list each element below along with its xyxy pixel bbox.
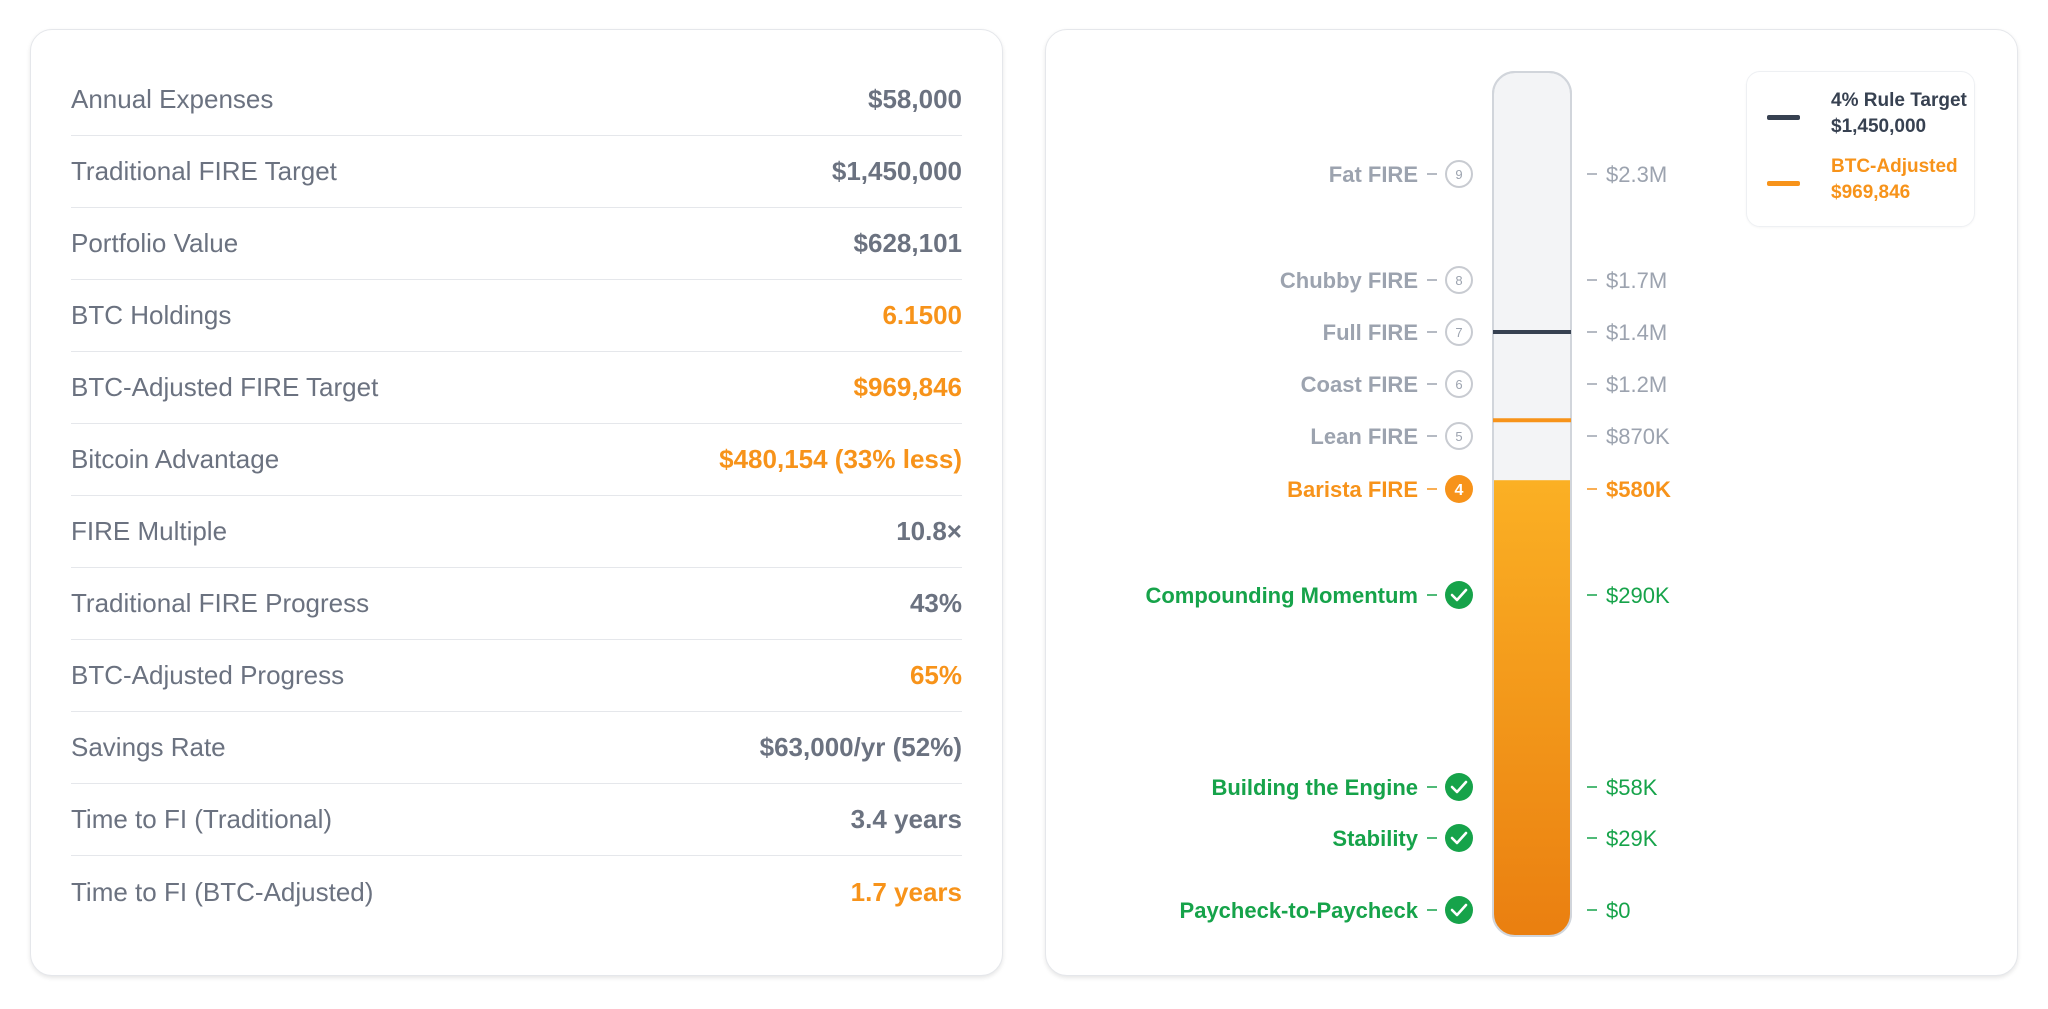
stats-row-value: 3.4 years: [850, 804, 962, 834]
stats-row-label: Traditional FIRE Target: [71, 156, 337, 186]
level-name-fat-fire: Fat FIRE: [1329, 162, 1418, 187]
legend-btc-swatch: [1767, 181, 1800, 186]
tube-outline: [1492, 71, 1572, 937]
level-name-paycheck-to-paycheck: Paycheck-to-Paycheck: [1180, 898, 1419, 923]
stats-row: BTC Holdings 6.1500: [71, 280, 962, 352]
stats-row: BTC-Adjusted FIRE Target $969,846: [71, 352, 962, 424]
chart-legend: 4% Rule Target $1,450,000 BTC-Adjusted $…: [1746, 71, 1975, 227]
stats-row-value: 43%: [909, 588, 962, 618]
future-step-badge: [1445, 160, 1473, 188]
stats-row-label: BTC Holdings: [71, 300, 232, 330]
stats-row-value: $628,101: [853, 228, 962, 258]
level-name-building-the-engine: Building the Engine: [1211, 775, 1418, 800]
fire-ladder-card: Fat FIRE 9 $2.3M Chubby FIRE 8 $1.7M Full FIRE…: [1045, 29, 2018, 976]
check-mark: [1450, 780, 1468, 794]
stats-row: Bitcoin Advantage $480,154 (33% less): [71, 424, 962, 496]
stats-row: Portfolio Value $628,101: [71, 208, 962, 280]
stats-row-label: Portfolio Value: [71, 228, 239, 258]
legend-traditional-title: 4% Rule Target: [1831, 90, 1967, 111]
check-icon: [1445, 896, 1473, 924]
stats-row: Traditional FIRE Progress 43%: [71, 568, 962, 640]
level-name-coast-fire: Coast FIRE: [1301, 372, 1418, 397]
stats-row-value: 65%: [909, 660, 962, 690]
check-mark: [1450, 588, 1468, 602]
level-amount-building-the-engine: $58K: [1606, 775, 1658, 800]
check-mark: [1450, 903, 1468, 917]
stats-row-label: Traditional FIRE Progress: [71, 588, 370, 618]
level-amount-compounding-momentum: $290K: [1606, 583, 1670, 608]
stats-row-label: Time to FI (Traditional): [71, 804, 333, 834]
future-step-badge: [1445, 370, 1473, 398]
step-number: 5: [1455, 429, 1462, 444]
stats-row-value: $1,450,000: [831, 156, 962, 186]
legend-btc-value: $969,846: [1831, 182, 1911, 203]
level-amount-barista-fire: $580K: [1606, 477, 1671, 502]
step-number: 6: [1455, 377, 1462, 392]
legend-traditional-swatch: [1767, 115, 1800, 120]
step-number: 8: [1455, 273, 1462, 288]
level-name-stability: Stability: [1332, 826, 1418, 851]
legend-traditional-value: $1,450,000: [1831, 116, 1927, 137]
step-number: 4: [1455, 482, 1464, 499]
check-icon: [1445, 824, 1473, 852]
stats-row: Savings Rate $63,000/yr (52%): [71, 712, 962, 784]
stats-row: BTC-Adjusted Progress 65%: [71, 640, 962, 712]
stats-row-label: Time to FI (BTC-Adjusted): [71, 876, 374, 907]
future-step-badge: [1445, 318, 1473, 346]
step-number: 7: [1455, 325, 1462, 340]
fire-ladder-chart: Fat FIRE 9 $2.3M Chubby FIRE 8 $1.7M Full FIRE…: [1145, 71, 1671, 937]
stats-row-value: 6.1500: [882, 300, 962, 330]
stats-row-value: $480,154 (33% less): [719, 444, 962, 474]
stats-table: Annual Expenses $58,000 Traditional FIRE T…: [71, 64, 962, 928]
level-name-compounding-momentum: Compounding Momentum: [1145, 583, 1418, 608]
level-amount-paycheck-to-paycheck: $0: [1606, 898, 1630, 923]
level-amount-fat-fire: $2.3M: [1606, 162, 1667, 187]
stats-row-label: FIRE Multiple: [71, 516, 228, 546]
check-mark: [1450, 831, 1468, 845]
current-step-badge: [1445, 475, 1473, 503]
stats-row: FIRE Multiple 10.8×: [71, 496, 962, 568]
stats-row-label: BTC-Adjusted Progress: [71, 660, 345, 690]
legend-btc-title: BTC-Adjusted: [1831, 156, 1958, 177]
stats-row: Time to FI (Traditional) 3.4 years: [71, 784, 962, 856]
stats-row: Traditional FIRE Target $1,450,000: [71, 136, 962, 208]
level-amount-stability: $29K: [1606, 826, 1658, 851]
level-amount-chubby-fire: $1.7M: [1606, 268, 1667, 293]
future-step-badge: [1445, 266, 1473, 294]
stats-row-value: 10.8×: [896, 516, 962, 546]
stats-row-value: $58,000: [868, 84, 962, 114]
stats-card: Annual Expenses $58,000 Traditional FIRE T…: [30, 29, 1003, 976]
progress-fill: [1493, 480, 1571, 936]
stats-row-label: BTC-Adjusted FIRE Target: [71, 372, 379, 402]
stats-row-label: Bitcoin Advantage: [71, 444, 280, 474]
stats-row: Annual Expenses $58,000: [71, 64, 962, 136]
check-icon: [1445, 581, 1473, 609]
stats-row-value: $969,846: [853, 372, 962, 402]
level-name-barista-fire: Barista FIRE: [1287, 477, 1418, 502]
stats-row-label: Annual Expenses: [71, 84, 274, 114]
level-amount-lean-fire: $870K: [1606, 424, 1670, 449]
stats-row-value: $63,000/yr (52%): [759, 732, 962, 762]
level-name-full-fire: Full FIRE: [1323, 320, 1418, 345]
stats-row-label: Savings Rate: [71, 732, 226, 762]
level-amount-coast-fire: $1.2M: [1606, 372, 1667, 397]
step-number: 9: [1455, 167, 1462, 182]
stats-row: Time to FI (BTC-Adjusted) 1.7 years: [71, 856, 962, 928]
stats-row-value: 1.7 years: [850, 876, 962, 907]
future-step-badge: [1445, 422, 1473, 450]
level-amount-full-fire: $1.4M: [1606, 320, 1667, 345]
level-name-lean-fire: Lean FIRE: [1310, 424, 1418, 449]
level-name-chubby-fire: Chubby FIRE: [1280, 268, 1418, 293]
check-icon: [1445, 773, 1473, 801]
